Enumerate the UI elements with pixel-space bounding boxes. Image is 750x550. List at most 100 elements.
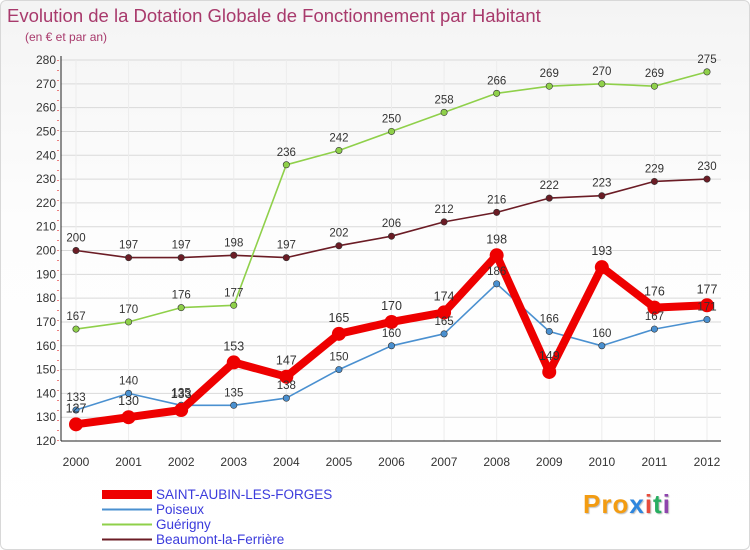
legend-item-guerigny: Guérigny: [101, 517, 332, 532]
data-point: [703, 68, 711, 76]
legend-item-poiseux: Poiseux: [101, 502, 332, 517]
data-label: 166: [540, 313, 559, 325]
data-label: 206: [382, 218, 401, 230]
data-label: 258: [434, 94, 453, 106]
data-point: [177, 304, 185, 312]
x-tick-label: 2012: [694, 455, 721, 469]
data-point: [493, 208, 501, 216]
chart-legend: SAINT-AUBIN-LES-FORGES Poiseux Guérigny …: [101, 487, 332, 547]
y-tick-label: 180: [36, 291, 56, 305]
data-label: 250: [382, 113, 401, 125]
data-label: 133: [171, 387, 192, 401]
data-label: 127: [66, 401, 87, 415]
data-label: 135: [224, 387, 243, 399]
y-tick-label: 200: [36, 244, 56, 258]
data-label: 198: [224, 237, 243, 249]
data-label: 160: [592, 328, 611, 340]
data-point: [282, 394, 290, 402]
data-point: [440, 108, 448, 116]
logo-letter: i: [644, 489, 654, 519]
y-tick-label: 240: [36, 148, 56, 162]
data-label: 216: [487, 194, 506, 206]
data-point: [598, 342, 606, 350]
legend-swatch-beaumont: [102, 538, 152, 541]
x-tick-label: 2006: [378, 455, 405, 469]
data-label: 171: [697, 302, 716, 314]
legend-item-saint-aubin: SAINT-AUBIN-LES-FORGES: [101, 487, 332, 502]
y-tick-label: 120: [36, 434, 56, 448]
proxiti-logo: Proxiti: [583, 489, 671, 520]
data-label: 165: [434, 316, 453, 328]
data-label: 242: [329, 132, 348, 144]
data-point: [125, 254, 133, 262]
data-label: 167: [645, 311, 664, 323]
data-point: [335, 242, 343, 250]
legend-label-guerigny: Guérigny: [156, 517, 211, 532]
legend-swatch-saint-aubin: [102, 490, 152, 499]
data-label: 202: [329, 228, 348, 240]
data-point: [598, 80, 606, 88]
legend-label-saint-aubin: SAINT-AUBIN-LES-FORGES: [156, 487, 333, 502]
data-point: [545, 327, 553, 335]
data-label: 147: [276, 354, 297, 368]
data-point: [440, 330, 448, 338]
x-tick-label: 2003: [220, 455, 247, 469]
data-label: 140: [119, 375, 138, 387]
x-tick-label: 2009: [536, 455, 563, 469]
data-label: 130: [118, 394, 139, 408]
x-tick-label: 2007: [431, 455, 458, 469]
data-point: [174, 403, 189, 418]
data-point: [230, 251, 238, 259]
data-label: 149: [539, 349, 560, 363]
data-point: [282, 161, 290, 169]
data-label: 176: [172, 290, 191, 302]
y-tick-label: 130: [36, 410, 56, 424]
data-point: [72, 406, 80, 414]
data-label: 230: [697, 161, 716, 173]
data-point: [230, 301, 238, 309]
data-label: 269: [540, 68, 559, 80]
data-point: [226, 355, 241, 370]
data-label: 223: [592, 178, 611, 190]
data-point: [387, 342, 395, 350]
data-point: [650, 82, 658, 90]
x-tick-label: 2001: [115, 455, 142, 469]
data-label: 186: [487, 266, 506, 278]
data-point: [594, 260, 609, 275]
y-tick-label: 250: [36, 124, 56, 138]
data-point: [650, 325, 658, 333]
data-point: [545, 194, 553, 202]
data-label: 160: [382, 328, 401, 340]
data-label: 236: [277, 147, 296, 159]
data-point: [72, 325, 80, 333]
data-label: 170: [381, 299, 402, 313]
legend-item-beaumont: Beaumont-la-Ferrière: [101, 532, 332, 547]
data-point: [384, 314, 399, 329]
y-tick-label: 140: [36, 386, 56, 400]
data-point: [387, 127, 395, 135]
data-point: [545, 82, 553, 90]
data-point: [125, 318, 133, 326]
data-label: 177: [697, 282, 718, 296]
data-point: [440, 218, 448, 226]
y-tick-label: 270: [36, 77, 56, 91]
data-point: [493, 89, 501, 97]
data-point: [598, 192, 606, 200]
data-point: [650, 177, 658, 185]
x-tick-label: 2008: [483, 455, 510, 469]
data-label: 222: [540, 180, 559, 192]
data-point: [493, 280, 501, 288]
data-point: [121, 410, 136, 425]
x-tick-label: 2005: [326, 455, 353, 469]
legend-swatch-poiseux: [102, 508, 152, 511]
data-point: [69, 417, 83, 432]
data-label: 174: [434, 289, 455, 303]
y-tick-label: 160: [36, 339, 56, 353]
data-label: 165: [328, 311, 349, 325]
data-label: 200: [66, 233, 85, 245]
data-label: 266: [487, 75, 506, 87]
x-tick-label: 2004: [273, 455, 300, 469]
chart-title: Evolution de la Dotation Globale de Fonc…: [7, 5, 541, 26]
